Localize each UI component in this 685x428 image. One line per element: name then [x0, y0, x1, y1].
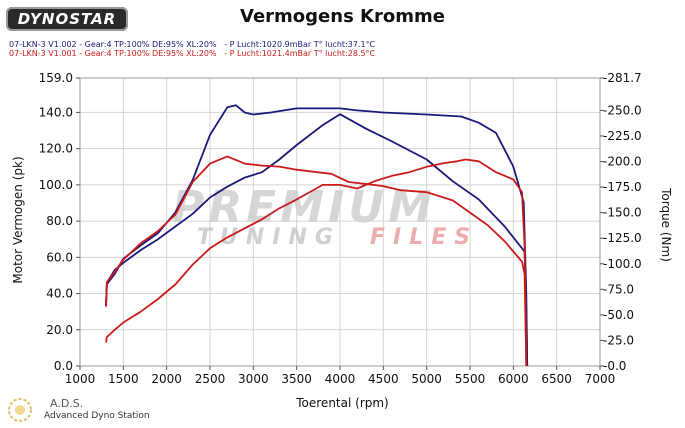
premium-tuning-files-watermark: PREMIUM TUNING FILES	[172, 182, 478, 250]
footer-name: Advanced Dyno Station	[44, 411, 150, 421]
dynostar-logo: DYNOSTAR	[6, 7, 128, 31]
watermark-sub-right: FILES	[370, 225, 478, 250]
x-axis-label: Toerental (rpm)	[296, 396, 389, 410]
y-right-tick-label: -250.0	[603, 103, 642, 117]
y-left-tick-label: 20.0	[46, 323, 73, 337]
x-tick-label: 1000	[65, 372, 96, 386]
x-tick-label: 5000	[411, 372, 442, 386]
x-tick-label: 4500	[368, 372, 399, 386]
y-left-tick-label: 60.0	[46, 250, 73, 264]
watermark-main: PREMIUM	[172, 182, 436, 233]
y-right-tick-label: -25.0	[603, 333, 634, 347]
x-tick-label: 6500	[541, 372, 572, 386]
y-right-tick-labels: -0.0 -25.0 -50.0 -75.0 -100.0 -125.0 -150.0 -17…	[600, 71, 642, 373]
y-right-tick-label: -50.0	[603, 308, 634, 322]
run-info-2: 07-LKN-3 V1.001 - Gear:4 TP:100% DE:95% …	[9, 49, 376, 58]
page-title: Vermogens Kromme	[240, 6, 445, 27]
x-tick-label: 3500	[281, 372, 312, 386]
x-tick-label: 1500	[108, 372, 139, 386]
x-tick-labels: 1000 1500 2000 2500 3000 3500 4000 4500 5000 5500…	[65, 366, 616, 386]
y-right-tick-label: -0.0	[603, 359, 626, 373]
y-left-tick-labels: 0.0 20.0 40.0 60.0 80.0 100.0 120.0 140.0 159.0	[39, 71, 80, 373]
ads-logo-icon	[8, 398, 32, 422]
footer: A.D.S. Advanced Dyno Station	[6, 394, 206, 426]
y-right-tick-label: -200.0	[603, 155, 642, 169]
y-right-tick-label: -281.7	[603, 71, 642, 85]
y-right-tick-label: -175.0	[603, 180, 642, 194]
y-left-tick-label: 0.0	[54, 359, 73, 373]
x-tick-label: 4000	[325, 372, 356, 386]
x-tick-label: 2000	[151, 372, 182, 386]
x-tick-label: 7000	[585, 372, 616, 386]
x-tick-label: 5500	[455, 372, 486, 386]
logo-text: DYNOSTAR	[17, 10, 117, 28]
x-tick-label: 3000	[238, 372, 269, 386]
series-line-2	[105, 113, 529, 367]
y-left-tick-label: 140.0	[39, 105, 73, 119]
y-right-tick-label: -225.0	[603, 129, 642, 143]
y-right-tick-label: -100.0	[603, 257, 642, 271]
series-line-1	[105, 104, 529, 367]
x-tick-label: 6000	[498, 372, 529, 386]
series-line-3	[105, 155, 528, 367]
chart-series	[105, 104, 529, 367]
watermark-sub-left: TUNING	[197, 225, 341, 250]
y-right-tick-label: -125.0	[603, 231, 642, 245]
y-left-tick-label: 80.0	[46, 214, 73, 228]
chart-grid	[79, 77, 601, 367]
x-tick-label: 2500	[195, 372, 226, 386]
y-right-axis-label: Torque (Nm)	[659, 187, 673, 262]
y-right-tick-label: -150.0	[603, 206, 642, 220]
y-left-tick-label: 120.0	[39, 142, 73, 156]
y-right-tick-label: -75.0	[603, 282, 634, 296]
y-left-axis-label: Motor Vermogen (pk)	[11, 156, 25, 283]
series-line-4	[105, 158, 528, 367]
footer-abbr: A.D.S.	[50, 397, 84, 410]
y-left-tick-label: 159.0	[39, 71, 73, 85]
y-left-tick-label: 100.0	[39, 178, 73, 192]
run-info-1: 07-LKN-3 V1.002 - Gear:4 TP:100% DE:95% …	[9, 40, 376, 49]
y-left-tick-label: 40.0	[46, 287, 73, 301]
